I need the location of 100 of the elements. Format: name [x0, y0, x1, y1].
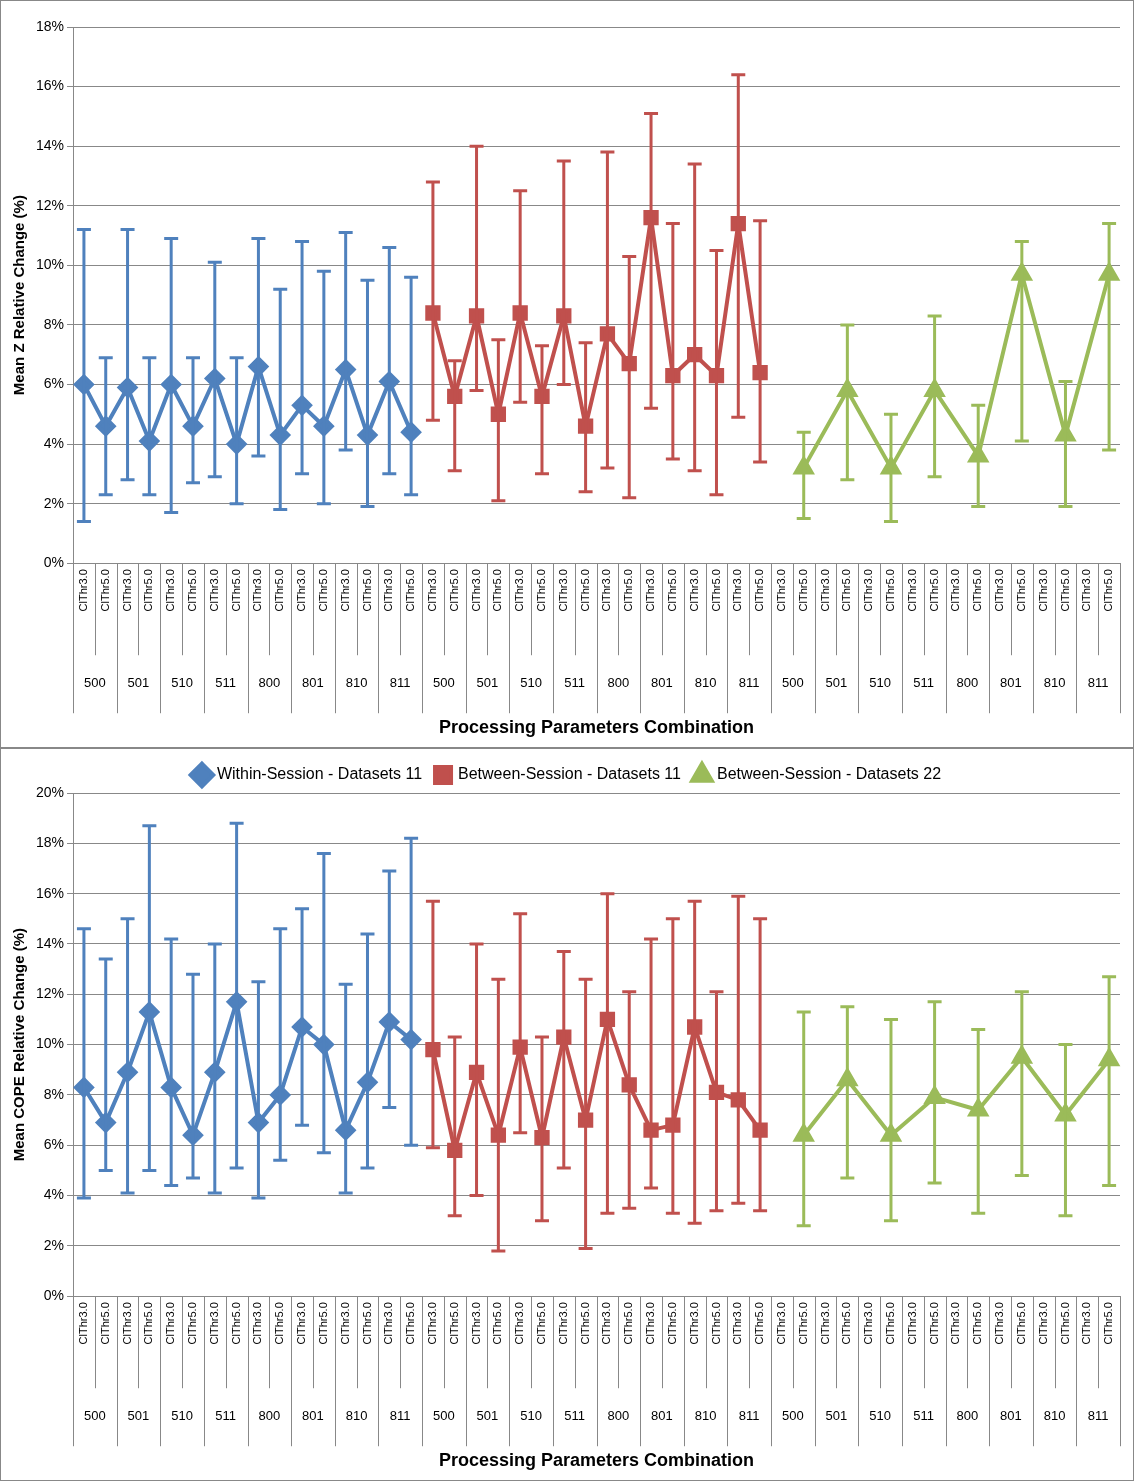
text: 810	[345, 674, 368, 690]
x-tick-label: ClThr5.0	[709, 1302, 722, 1345]
x-tick-label: ClThr5.0	[229, 1302, 242, 1345]
x-tick-label: ClThr5.0	[753, 1302, 766, 1345]
x-tick-label: ClThr3.0	[1080, 569, 1093, 612]
text: 810	[345, 1407, 368, 1423]
x-tick-label: ClThr5.0	[927, 569, 940, 612]
x-tick-label: ClThr3.0	[1036, 1302, 1049, 1345]
text: 801	[302, 1407, 324, 1423]
legend-label: Between-Session - Datasets 11	[458, 765, 682, 783]
x-tick-label: ClThr5.0	[578, 1302, 591, 1345]
x-tick-label: ClThr5.0	[1058, 1302, 1071, 1345]
x-tick-label: ClThr3.0	[338, 569, 351, 612]
x-tick-label: ClThr5.0	[622, 1302, 635, 1345]
y-tick-label: 2%	[43, 494, 65, 511]
x-tick-label: ClThr3.0	[862, 569, 875, 612]
y-tick-label: 14%	[35, 137, 65, 154]
text: 510	[869, 674, 891, 690]
x-tick-label: ClThr3.0	[1080, 1302, 1093, 1345]
x-tick-label: ClThr5.0	[971, 569, 984, 612]
text: 501	[825, 674, 848, 690]
x-tick-label: ClThr3.0	[774, 1302, 787, 1345]
x-tick-label: ClThr5.0	[1102, 569, 1115, 612]
x-tick-label: ClThr5.0	[186, 1302, 199, 1345]
x-tick-label: ClThr5.0	[884, 569, 896, 612]
text: 801	[1000, 1407, 1022, 1423]
x-tick-label: ClThr5.0	[273, 569, 286, 612]
x-tick-label: ClThr5.0	[709, 569, 722, 612]
x-tick-label: ClThr5.0	[753, 569, 766, 612]
text: 511	[564, 674, 586, 690]
x-tick-label: ClThr3.0	[949, 569, 962, 612]
text: 811	[1087, 1407, 1109, 1423]
x-tick-label: ClThr5.0	[404, 569, 417, 612]
x-tick-label: ClThr3.0	[382, 569, 395, 612]
legend-label: Between-Session - Datasets 22	[716, 765, 942, 783]
text: 510	[171, 674, 193, 690]
x-tick-label: ClThr3.0	[993, 569, 1006, 612]
x-tick-label: ClThr5.0	[535, 569, 548, 612]
x-tick-label: ClThr5.0	[535, 1302, 548, 1345]
x-tick-label: ClThr3.0	[251, 1302, 264, 1345]
text: 500	[432, 674, 455, 690]
x-tick-label: ClThr3.0	[818, 1302, 831, 1345]
x-tick-label: ClThr5.0	[98, 1302, 111, 1345]
x-tick-label: ClThr3.0	[687, 1302, 700, 1345]
text: 800	[607, 1407, 630, 1423]
text: 511	[913, 1407, 935, 1423]
y-tick-label: 4%	[43, 434, 65, 451]
x-tick-label: ClThr3.0	[556, 1302, 569, 1345]
y-tick-label: 10%	[35, 1035, 65, 1052]
text: 500	[781, 1407, 804, 1423]
x-tick-label: ClThr3.0	[513, 569, 526, 612]
x-tick-label: ClThr5.0	[796, 569, 809, 612]
text: 501	[476, 674, 499, 690]
text: 511	[913, 674, 935, 690]
x-tick-label: ClThr5.0	[316, 569, 329, 612]
x-tick-label: ClThr3.0	[731, 569, 744, 612]
x-tick-label: ClThr3.0	[164, 1302, 177, 1345]
y-tick-label: 6%	[43, 1136, 65, 1153]
x-tick-label: ClThr5.0	[360, 1302, 373, 1345]
text: 510	[520, 1407, 542, 1423]
text: 800	[607, 674, 630, 690]
x-tick-label: ClThr5.0	[316, 1302, 329, 1345]
y-tick-label: 18%	[35, 17, 65, 34]
y-tick-label: 10%	[35, 256, 65, 273]
x-tick-label: ClThr3.0	[295, 1302, 308, 1345]
y-tick-label: 8%	[43, 1085, 65, 1102]
x-tick-label: ClThr3.0	[687, 569, 700, 612]
text: 500	[83, 1407, 106, 1423]
x-tick-label: ClThr3.0	[993, 1302, 1006, 1345]
x-tick-label: ClThr5.0	[622, 569, 635, 612]
text: 811	[738, 1407, 760, 1423]
x-tick-label: ClThr5.0	[578, 569, 591, 612]
x-tick-label: ClThr5.0	[1014, 569, 1027, 612]
x-tick-label: ClThr3.0	[164, 569, 177, 612]
x-tick-label: ClThr5.0	[927, 1302, 940, 1345]
x-axis-title: Processing Parameters Combination	[438, 1450, 755, 1471]
text: 510	[520, 674, 542, 690]
x-tick-label: ClThr3.0	[644, 569, 657, 612]
y-axis-title: Mean Z Relative Change (%)	[10, 195, 28, 396]
text: 810	[1043, 1407, 1066, 1423]
text: 501	[476, 1407, 499, 1423]
x-tick-label: ClThr5.0	[186, 569, 199, 612]
y-tick-label: 16%	[35, 884, 65, 901]
x-tick-label: ClThr5.0	[840, 1302, 853, 1345]
text: 511	[215, 1407, 237, 1423]
x-tick-label: ClThr3.0	[513, 1302, 526, 1345]
x-tick-label: ClThr3.0	[76, 569, 89, 612]
x-tick-label: ClThr5.0	[491, 1302, 504, 1345]
x-tick-label: ClThr5.0	[447, 569, 460, 612]
x-tick-label: ClThr3.0	[76, 1302, 89, 1345]
x-tick-label: ClThr3.0	[600, 569, 613, 612]
text: 511	[564, 1407, 586, 1423]
x-tick-label: ClThr5.0	[491, 569, 504, 612]
legend-label: Within-Session - Datasets 11	[216, 765, 423, 783]
x-tick-label: ClThr5.0	[665, 1302, 678, 1345]
text: 800	[956, 674, 979, 690]
x-tick-label: ClThr5.0	[971, 1302, 984, 1345]
x-tick-label: ClThr5.0	[273, 1302, 286, 1345]
x-tick-label: ClThr3.0	[905, 569, 918, 612]
y-tick-label: 6%	[43, 375, 65, 392]
